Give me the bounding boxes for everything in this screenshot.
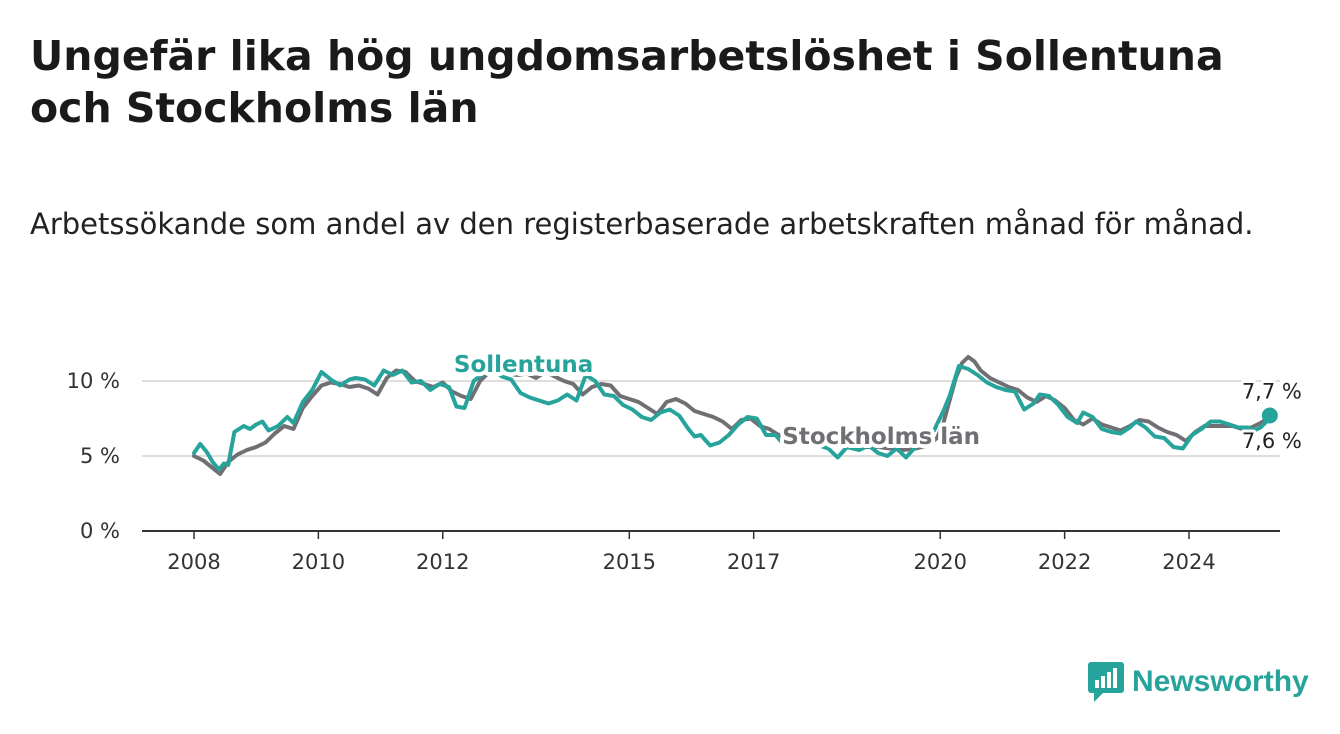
y-tick-label: 5 %: [80, 444, 120, 468]
chart-subtitle: Arbetssökande som andel av den registerb…: [30, 207, 1254, 241]
x-tick-label: 2020: [914, 550, 967, 574]
sollentuna-end-label: 7,7 %: [1242, 380, 1302, 404]
series-label-stockholms-l-n: Stockholms län: [782, 424, 980, 450]
x-tick-label: 2022: [1038, 550, 1091, 574]
x-tick-label: 2017: [727, 550, 780, 574]
series-label-sollentuna: Sollentuna: [454, 352, 593, 378]
stockholm-end-label: 7,6 %: [1242, 429, 1302, 453]
x-tick-label: 2012: [416, 550, 469, 574]
x-tick-label: 2024: [1162, 550, 1215, 574]
series-line-stockholms-l-n: [192, 355, 1272, 476]
series-lines: [192, 355, 1272, 476]
axes: 0 % 5 % 10 % 2008 2010 2012 2015 2017 2020 2022 20…: [67, 369, 1280, 574]
newsworthy-logo: Newsworthy: [1088, 660, 1309, 704]
y-tick-label: 0 %: [80, 519, 120, 543]
x-tick-label: 2015: [603, 550, 656, 574]
y-tick-label: 10 %: [67, 369, 120, 393]
line-chart: 0 % 5 % 10 % 2008 2010 2012 2015 2017 2020 2022 20…: [67, 348, 1305, 574]
x-tick-label: 2010: [292, 550, 345, 574]
series-line-sollentuna: [192, 364, 1272, 472]
x-tick-label: 2008: [167, 550, 220, 574]
newsworthy-logo-icon: [1088, 662, 1124, 702]
chart-title: Ungefär lika hög ungdomsarbetslöshet i S…: [30, 32, 1224, 132]
chart-labels: 7,7 % 7,6 % Sollentuna Stockholms län: [450, 348, 1305, 456]
sollentuna-end-marker: [1261, 407, 1278, 424]
brand-name: Newsworthy: [1132, 665, 1309, 698]
